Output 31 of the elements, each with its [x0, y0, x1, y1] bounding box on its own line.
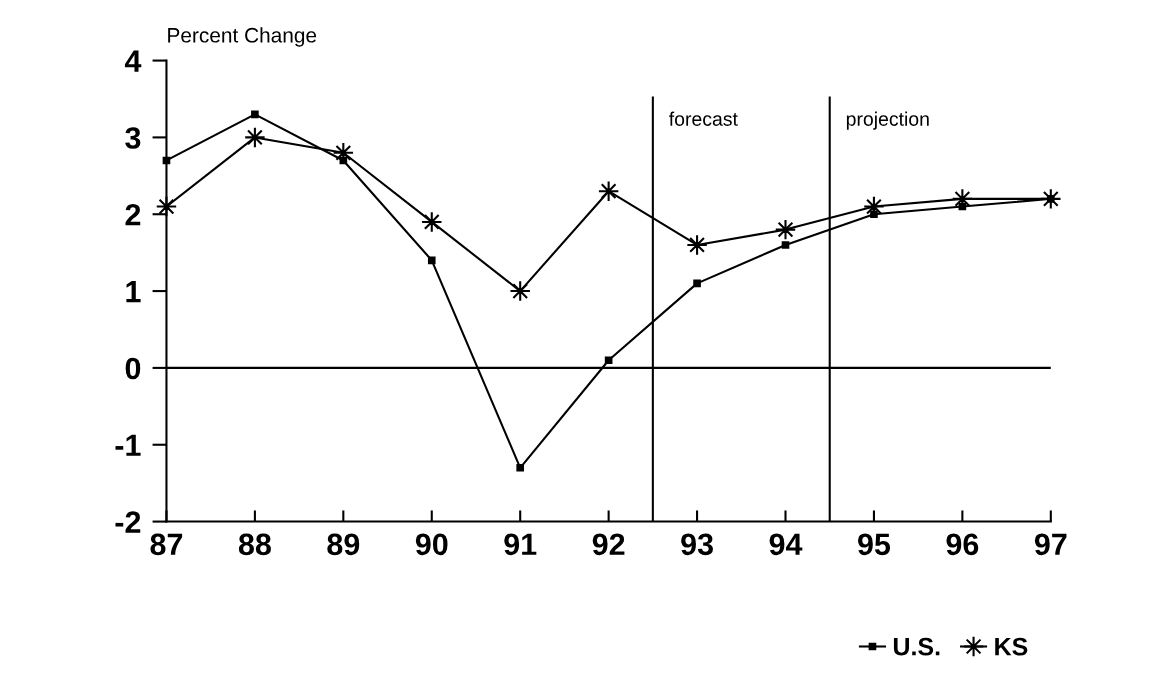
ref-line-label: projection	[846, 111, 929, 130]
point	[693, 279, 701, 288]
x-tick-label: 93	[681, 533, 713, 556]
x-tick-label: 89	[327, 533, 360, 556]
legend-label: KS	[995, 637, 1028, 656]
point	[604, 356, 613, 365]
y-tick-label: 3	[125, 127, 141, 149]
x-tick-label: 88	[238, 533, 271, 556]
x-tick-label: 95	[858, 533, 891, 556]
x-tick-label: 90	[415, 533, 448, 556]
y-tick-label: -2	[115, 511, 141, 533]
point	[781, 241, 790, 249]
y-tick-label: 0	[125, 357, 141, 380]
x-tick-label: 91	[504, 533, 537, 556]
point	[251, 110, 259, 119]
point	[774, 218, 797, 241]
point	[427, 256, 436, 265]
x-tick-label: 92	[592, 533, 625, 556]
y-axis-title: Percent Change	[168, 27, 317, 47]
ref-line-label: forecast	[669, 111, 738, 126]
point	[1040, 188, 1062, 210]
x-tick-label: 96	[946, 533, 979, 556]
x-tick-label: 94	[769, 533, 803, 556]
y-tick-label: 4	[124, 50, 142, 72]
y-tick-label: 1	[126, 281, 141, 303]
y-tick-label: 2	[125, 203, 141, 226]
y-tick-label: -1	[115, 434, 141, 456]
x-tick-label: 97	[1034, 533, 1067, 556]
point	[516, 463, 525, 472]
legend-label: U.S.	[893, 637, 940, 656]
x-tick-label: 87	[150, 533, 183, 556]
